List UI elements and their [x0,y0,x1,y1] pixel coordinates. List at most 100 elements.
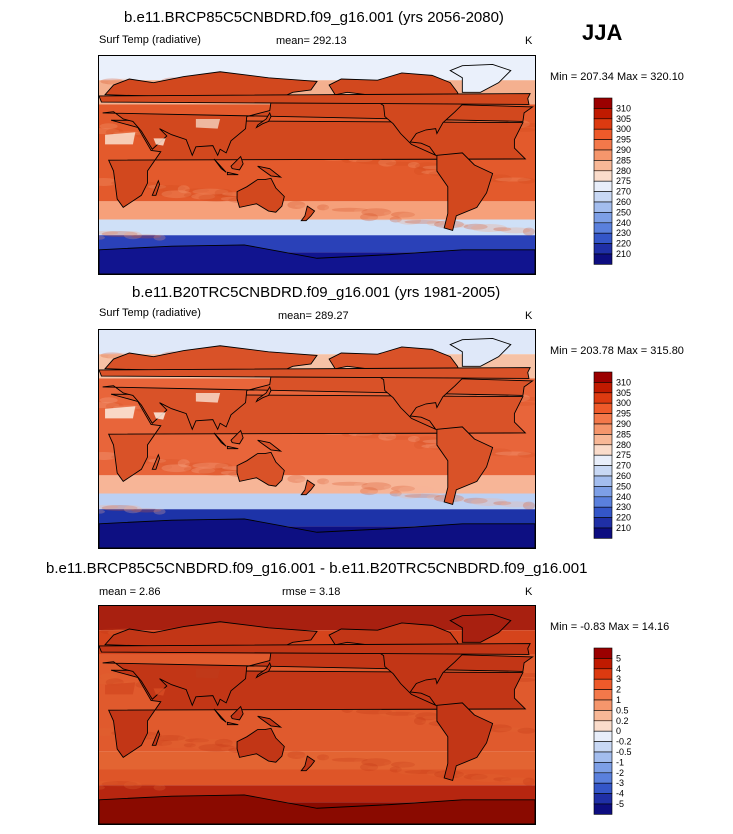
field-patch [404,219,441,224]
panel-2-units: K [525,310,533,322]
colorbar-box [593,710,613,722]
coastline [226,721,239,726]
colorbar-box [593,128,613,140]
colorbar-box [593,647,613,659]
field-patch [185,738,210,743]
field-patch [456,773,469,778]
colorbar-box [593,170,613,182]
colorbar-box [593,97,613,109]
colorbar-tick-label: 4 [616,664,621,674]
colorbar-tick-label: -0.2 [616,737,632,747]
field-patch [487,174,512,183]
colorbar-box [593,413,613,425]
field-patch [522,227,535,236]
season-label: JJA [582,20,623,45]
field-patch [192,188,229,195]
field-patch [522,777,535,786]
field-patch [383,761,396,766]
field-patch [131,234,162,239]
colorbar-tick-label: 250 [616,481,631,491]
colorbar-box [593,506,613,518]
field-patch [389,490,402,497]
colorbar-box [593,720,613,732]
field-patch [385,435,416,440]
colorbar-svg: 3103053002952902852802752702602502402302… [593,371,631,539]
field-patch [153,508,166,515]
field-patch [99,128,120,135]
field-patch [99,451,119,460]
colorbar-box [593,149,613,161]
coastline [328,346,463,431]
field-patch [463,223,488,230]
field-patch [456,223,469,228]
field-patch [470,497,507,506]
colorbar-tick-label: 0.2 [616,716,629,726]
colorbar-tick-label: 220 [616,239,631,249]
panel-3-colorbar: 5 4 3 2 1 0.5 0.2 0 -0.2 -0.5 -1 -2 -3 -4 -5 [593,647,644,816]
field-patch [500,777,531,784]
coastline [257,439,283,452]
panel-3-mean: mean = 2.86 [99,586,161,598]
colorbar-box [593,741,613,753]
field-patch [99,780,119,785]
panel-3-units: K [525,586,533,598]
coastline [102,345,534,431]
map-svg [99,56,535,274]
field-patch [294,204,325,209]
land-feature [153,138,166,146]
field-patch [153,234,166,241]
colorbar-tick-label: 210 [616,249,631,259]
field-patch [220,470,239,475]
colorbar-tick-label: 1 [616,695,621,705]
colorbar-tick-label: 285 [616,155,631,165]
land-feature [195,668,221,679]
field-patch [198,743,235,752]
field-band [99,219,535,236]
colorbar-box [593,118,613,130]
colorbar-tick-label: 290 [616,419,631,429]
field-patch [398,485,435,494]
colorbar-tick-label: 295 [616,409,631,419]
coastline [300,205,316,222]
coastline [300,479,316,496]
field-patch [367,490,398,495]
panel-2-mean: mean= 289.27 [278,310,349,322]
colorbar-tick-label: 3 [616,674,621,684]
field-patch [198,193,235,202]
field-patch [214,188,233,197]
field-patch [493,501,512,506]
colorbar-box [593,454,613,466]
coastline [449,338,512,367]
field-patch [101,781,138,788]
coastline [99,93,531,105]
colorbar-box [593,751,613,763]
coastline [255,111,272,129]
field-patch [360,763,379,772]
coastline [436,702,494,781]
field-patch [317,204,330,211]
field-patch [398,761,435,770]
colorbar-box [593,496,613,508]
field-patch [101,231,138,238]
field-patch [398,211,435,220]
field-patch [123,505,142,514]
field-patch [383,485,396,490]
coastline [436,426,494,505]
field-patch [500,227,531,234]
colorbar-tick-label: 300 [616,124,631,134]
field-patch [355,432,392,439]
field-patch [500,501,531,508]
colorbar-tick-label: 310 [616,377,631,387]
colorbar-tick-label: 290 [616,145,631,155]
colorbar-tick-label: 2 [616,685,621,695]
field-patch [192,462,229,469]
coastline [226,171,239,176]
field-patch [355,708,392,715]
field-patch [361,758,392,767]
colorbar-box [593,243,613,255]
colorbar-tick-label: 230 [616,502,631,512]
field-patch [183,467,196,472]
coastline [230,705,244,721]
coastline [99,518,535,548]
colorbar-box [593,689,613,701]
